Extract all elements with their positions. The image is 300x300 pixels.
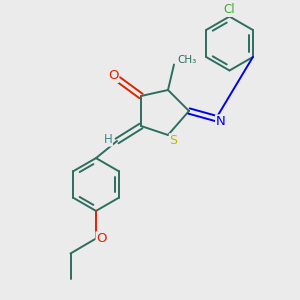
Text: Cl: Cl [224,3,235,16]
Text: N: N [216,115,225,128]
Text: S: S [169,134,177,147]
Text: H: H [103,133,112,146]
Text: O: O [96,232,107,245]
Text: CH₃: CH₃ [177,55,196,65]
Text: O: O [108,69,118,82]
